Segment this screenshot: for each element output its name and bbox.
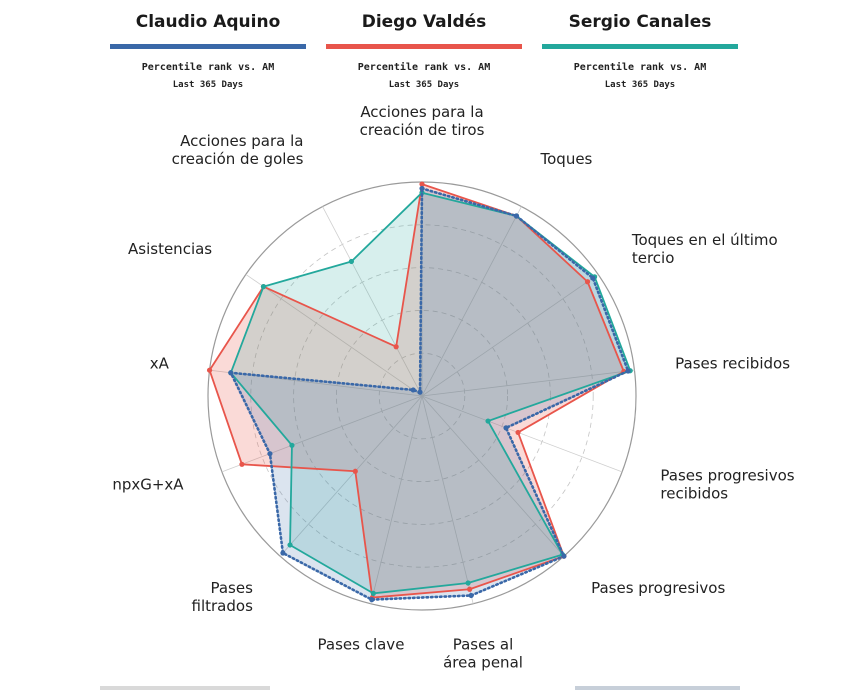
axis-label: área penal — [443, 654, 523, 672]
data-point — [467, 586, 473, 592]
data-point — [239, 461, 245, 467]
player-subtitle: Percentile rank vs. AM — [573, 62, 707, 73]
axis-label: creación de tiros — [360, 121, 485, 139]
data-point — [393, 344, 399, 350]
data-point — [206, 367, 213, 373]
data-point — [352, 468, 358, 474]
bottom-strip-right — [575, 686, 740, 690]
axis-spoke — [421, 274, 599, 397]
player-header: Diego Valdés Percentile rank vs. AM Last 3… — [326, 10, 522, 90]
data-point — [419, 181, 425, 187]
axis-label: npxG+xA — [112, 475, 184, 493]
axis-label: Pases progresivos — [591, 579, 725, 597]
data-point — [289, 442, 295, 448]
data-point — [267, 451, 273, 457]
data-point — [348, 258, 354, 265]
axis-label: tercio — [632, 249, 675, 267]
axis-label: filtrados — [192, 597, 254, 615]
data-point — [369, 597, 375, 603]
series-area — [230, 188, 629, 600]
data-point — [503, 425, 509, 431]
player-header: Sergio Canales Percentile rank vs. AM Last… — [542, 10, 738, 90]
data-point — [370, 590, 376, 596]
axis-label: Pases progresivos — [660, 466, 794, 484]
data-point — [584, 279, 591, 285]
axis-spoke — [279, 395, 423, 557]
series-line — [229, 191, 632, 595]
data-point — [465, 580, 471, 586]
axis-label: Pases al — [453, 636, 514, 654]
axis-label: Pases — [210, 579, 253, 597]
axis-label: recibidos — [660, 484, 728, 502]
axis-spoke — [421, 395, 474, 604]
data-point — [485, 418, 491, 424]
axis-spoke — [421, 395, 623, 473]
data-point — [287, 542, 293, 548]
data-point — [280, 550, 286, 556]
axis-label: Asistencias — [128, 240, 212, 258]
data-point — [625, 368, 631, 374]
axis-spoke — [245, 274, 423, 397]
axis-label: Acciones para la — [180, 132, 303, 150]
player-subtitle: Percentile rank vs. AM — [357, 62, 491, 73]
axis-label: creación de goles — [172, 150, 304, 168]
grid-ring — [335, 309, 508, 482]
player-color-bar — [110, 44, 306, 49]
axis-spoke — [221, 395, 423, 473]
player-color-bar — [326, 44, 522, 49]
data-point — [513, 213, 520, 219]
axis-spoke — [421, 395, 565, 557]
player-name: Claudio Aquino — [135, 12, 281, 32]
series-line — [208, 183, 625, 599]
axis-spoke — [421, 369, 635, 397]
player-name: Sergio Canales — [568, 12, 712, 32]
data-point — [228, 370, 234, 376]
player-color-bar — [542, 44, 738, 49]
axis-spoke — [370, 395, 423, 604]
axis-label: xA — [150, 354, 170, 372]
axis-spoke — [421, 206, 522, 397]
axis-label: Toques — [540, 150, 593, 168]
data-point — [410, 387, 416, 393]
data-point — [260, 283, 267, 290]
player-header: Claudio Aquino Percentile rank vs. AM Last… — [110, 10, 306, 90]
data-point — [417, 389, 423, 395]
data-point — [468, 592, 474, 599]
data-point — [561, 553, 567, 559]
player-name: Diego Valdés — [361, 12, 487, 32]
player-period: Last 365 Days — [172, 80, 244, 90]
axis-label: Acciones para la — [360, 103, 483, 121]
player-subtitle: Percentile rank vs. AM — [141, 62, 275, 73]
axis-label: Pases recibidos — [675, 354, 790, 372]
data-point — [419, 185, 425, 192]
data-point — [590, 275, 596, 281]
series-area — [230, 192, 631, 594]
bottom-strip-left — [100, 686, 270, 690]
data-point — [515, 429, 521, 436]
axis-spoke — [322, 206, 423, 397]
grid-ring — [250, 224, 594, 568]
player-period: Last 365 Days — [388, 80, 460, 90]
axis-label: Toques en el último — [631, 231, 778, 249]
axis-label: Pases clave — [318, 636, 405, 654]
series-line — [229, 187, 630, 601]
player-period: Last 365 Days — [604, 80, 676, 90]
